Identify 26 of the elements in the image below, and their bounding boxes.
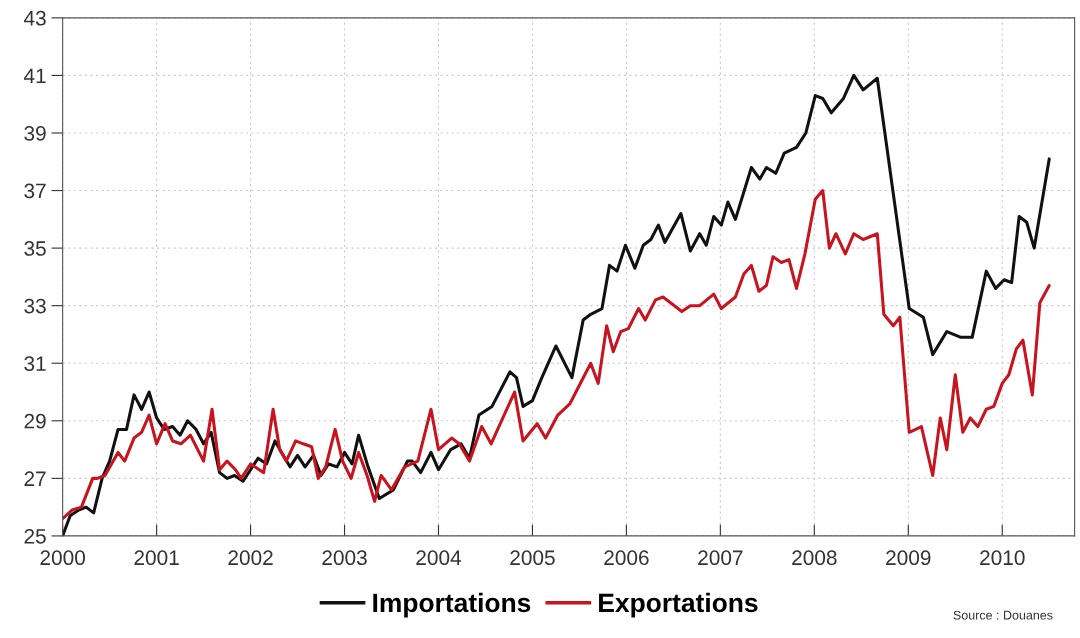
- line-series: [62, 189, 1051, 521]
- x-tick-label: 2005: [510, 550, 555, 566]
- y-tick-label: 39: [24, 125, 46, 141]
- y-tick-label: 35: [24, 241, 46, 256]
- x-tick-label: 2009: [886, 550, 931, 566]
- x-tick-label: 2000: [40, 550, 85, 566]
- source-note: Source : Douanes: [953, 610, 1053, 620]
- y-tick-label: 25: [24, 528, 46, 544]
- y-tick-label: 43: [23, 10, 46, 26]
- x-tick-label: 2001: [134, 550, 179, 566]
- y-tick-label: 37: [24, 183, 46, 199]
- x-tick-label: 2004: [416, 550, 462, 566]
- y-tick-label: 33: [24, 298, 46, 314]
- legend-label: Exportations: [599, 592, 758, 618]
- y-tick-label: 41: [23, 68, 46, 83]
- x-tick-label: 2002: [228, 550, 273, 566]
- x-tick-label: 2008: [792, 550, 837, 566]
- x-tick-label: 2007: [698, 550, 743, 566]
- legend-label: Importations: [373, 592, 531, 618]
- x-tick-label: 2010: [980, 550, 1025, 566]
- y-tick-label: 27: [24, 471, 46, 486]
- x-tick-label: 2003: [322, 550, 367, 566]
- line-series: [62, 73, 1051, 536]
- y-tick-label: 29: [24, 413, 46, 429]
- y-tick-label: 31: [24, 356, 46, 371]
- x-tick-label: 2006: [604, 550, 649, 566]
